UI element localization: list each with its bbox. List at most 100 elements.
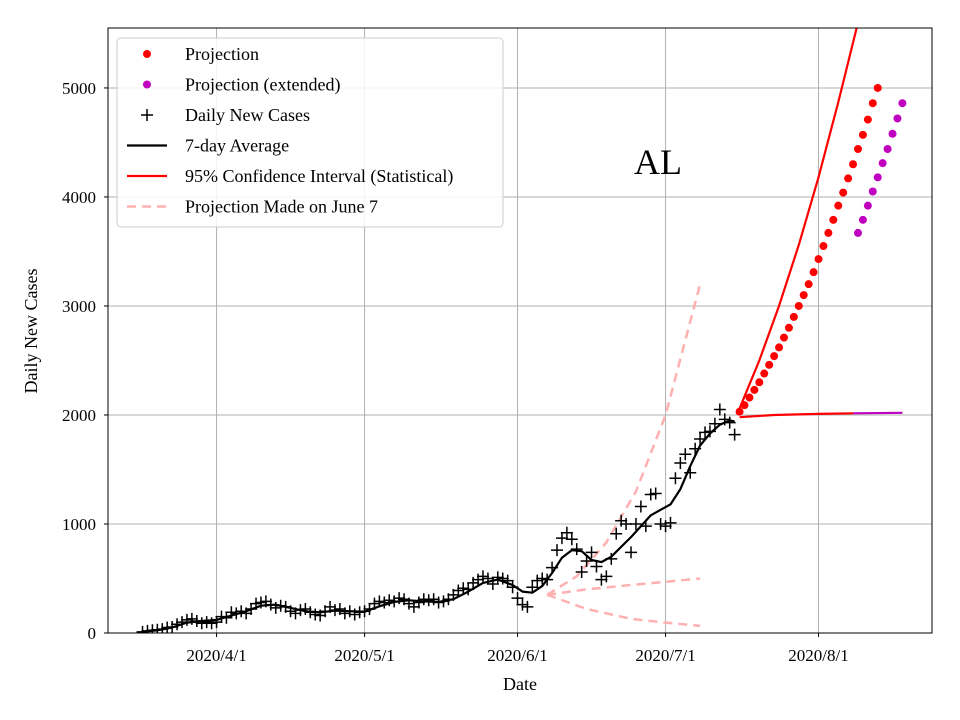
daily-case-marker [422, 594, 435, 607]
daily-case-marker [180, 613, 193, 626]
plot-area [136, 28, 907, 633]
daily-case-marker [378, 596, 391, 609]
projection-point [765, 360, 774, 369]
legend-marker-dot [143, 50, 151, 58]
daily-case-marker [625, 546, 638, 559]
daily-case-marker [585, 546, 598, 559]
projection-point [809, 268, 818, 277]
daily-case-marker [338, 607, 351, 620]
daily-case-marker [713, 403, 726, 416]
x-tick-label: 2020/4/1 [186, 646, 246, 665]
projection-extended-point [883, 145, 892, 153]
projection-point [775, 343, 784, 352]
legend-label: Daily New Cases [185, 105, 310, 125]
daily-case-marker [674, 456, 687, 469]
x-tick-label: 2020/7/1 [635, 646, 695, 665]
projection-point [819, 242, 828, 251]
projection-extended-point [888, 129, 897, 138]
projection-point [839, 188, 848, 197]
daily-case-marker [654, 517, 667, 530]
daily-case-marker [521, 600, 534, 613]
daily-case-marker [531, 574, 544, 587]
projection-point [829, 215, 838, 224]
projection-point [779, 333, 788, 342]
projection-point [853, 145, 862, 153]
projection-point [849, 160, 858, 169]
y-tick-label: 1000 [62, 515, 96, 534]
daily-case-marker [600, 570, 613, 583]
daily-case-marker [526, 581, 539, 594]
projection-point [789, 312, 798, 321]
y-tick-label: 2000 [62, 406, 96, 425]
projection-point [868, 99, 877, 108]
projection-point [844, 174, 853, 183]
axis-ticks: 2020/4/1 2020/5/1 2020/6/1 2020/7/1 2020/8/1… [62, 79, 849, 665]
projection-point [735, 407, 744, 416]
projection-point [745, 393, 754, 402]
projection-point [804, 280, 813, 289]
daily-case-marker [210, 616, 223, 629]
daily-case-marker [575, 565, 588, 578]
daily-case-marker [309, 608, 322, 621]
daily-case-marker [555, 532, 568, 545]
x-axis-label: Date [503, 674, 537, 694]
projection-point [740, 401, 749, 410]
daily-case-marker [551, 544, 564, 557]
legend: Projection Projection (extended) Daily New… [116, 37, 504, 228]
y-tick-label: 5000 [62, 79, 96, 98]
legend-label: Projection [185, 44, 259, 64]
ci-upper-line [738, 28, 858, 409]
projection-point [760, 369, 769, 378]
projection-extended-point [878, 159, 887, 168]
daily-case-marker [560, 526, 573, 539]
daily-case-marker [679, 448, 692, 461]
projection-point [794, 301, 803, 310]
projection-point [873, 83, 882, 92]
daily-case-marker [590, 560, 603, 573]
daily-case-marker [476, 570, 489, 583]
daily-case-marker [728, 428, 741, 441]
daily-case-marker [570, 543, 583, 556]
y-axis-label: Daily New Cases [21, 269, 41, 394]
projection-point [824, 228, 833, 237]
legend-label: Projection (extended) [185, 75, 340, 96]
y-tick-label: 4000 [62, 188, 96, 207]
x-tick-label: 2020/6/1 [487, 646, 547, 665]
x-tick-label: 2020/8/1 [788, 646, 848, 665]
x-tick-label: 2020/5/1 [334, 646, 394, 665]
daily-case-marker [457, 582, 470, 595]
daily-case-marker [634, 500, 647, 513]
daily-case-marker [536, 572, 549, 585]
daily-case-marker [649, 487, 662, 500]
daily-case-marker [629, 517, 642, 530]
projection-point [784, 323, 793, 332]
ci-lower-line [739, 412, 854, 419]
y-tick-label: 3000 [62, 297, 96, 316]
projection-point [863, 115, 872, 124]
projection-point [755, 378, 764, 387]
projection-point [858, 130, 867, 139]
daily-case-marker [644, 488, 657, 501]
legend-label: 7-day Average [185, 136, 289, 156]
projection-extended-point [873, 173, 882, 182]
legend-box [116, 37, 504, 228]
y-tick-label: 0 [88, 624, 97, 643]
projection-extended-point [893, 114, 902, 123]
projection-extended-point [868, 187, 877, 196]
seven-day-average-line [142, 419, 735, 633]
projection-point [834, 201, 843, 210]
legend-marker-plus [141, 109, 153, 121]
daily-case-marker [699, 426, 712, 439]
daily-case-marker [491, 571, 504, 584]
daily-case-marker [669, 472, 682, 485]
projection-point [750, 385, 759, 394]
legend-label: 95% Confidence Interval (Statistical) [185, 166, 453, 187]
annotation-label: AL [634, 142, 682, 182]
daily-case-marker [516, 598, 529, 611]
daily-case-marker [664, 516, 677, 529]
projection-point [770, 352, 779, 361]
daily-case-marker [565, 533, 578, 546]
projection-point [799, 291, 808, 300]
projection-point [814, 255, 823, 264]
